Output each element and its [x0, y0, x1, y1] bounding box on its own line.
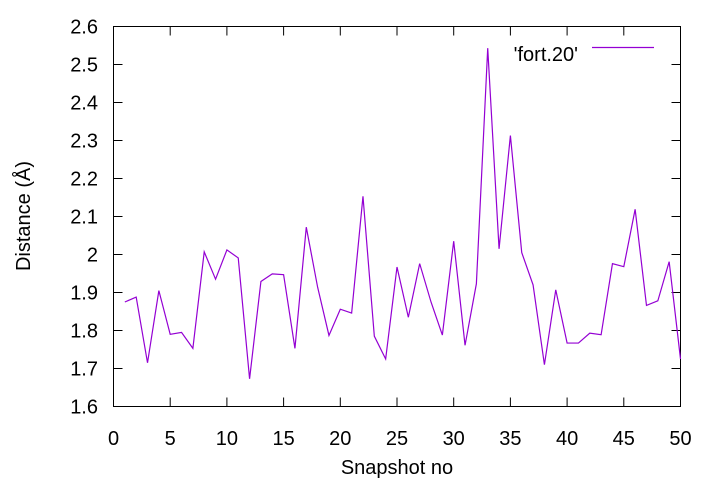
y-tick-label: 1.9 — [70, 283, 98, 305]
x-tick-label: 0 — [108, 428, 119, 450]
x-tick-label: 40 — [556, 428, 578, 450]
y-tick-label: 2 — [87, 245, 98, 267]
legend: 'fort.20' — [514, 44, 654, 66]
axis-ticks — [113, 26, 681, 407]
y-tick-label: 2.4 — [70, 93, 98, 115]
y-tick-label: 2.1 — [70, 207, 98, 229]
x-tick-label: 10 — [216, 428, 238, 450]
y-tick-label: 1.7 — [70, 359, 98, 381]
y-axis-label: Distance (Å) — [12, 161, 35, 271]
legend-label: 'fort.20' — [514, 44, 578, 66]
plot-frame — [113, 26, 681, 407]
x-tick-label: 25 — [386, 428, 408, 450]
x-tick-label: 35 — [499, 428, 521, 450]
x-tick-label: 30 — [443, 428, 465, 450]
x-tick-labels: 0 5 10 15 20 25 30 35 40 45 50 — [108, 428, 692, 450]
y-tick-label: 2.5 — [70, 55, 98, 77]
x-tick-label: 20 — [329, 428, 351, 450]
series-line-0 — [124, 48, 682, 379]
x-tick-label: 15 — [272, 428, 294, 450]
y-tick-label: 2.3 — [70, 131, 98, 153]
y-tick-label: 1.8 — [70, 321, 98, 343]
x-axis-label: Snapshot no — [341, 457, 453, 479]
y-tick-label: 2.2 — [70, 169, 98, 191]
x-tick-label: 45 — [613, 428, 635, 450]
x-tick-label: 50 — [669, 428, 691, 450]
y-tick-label: 2.6 — [70, 17, 98, 39]
y-tick-label: 1.6 — [70, 397, 98, 419]
x-tick-label: 5 — [165, 428, 176, 450]
y-tick-labels: 1.6 1.7 1.8 1.9 2 2.1 2.2 2.3 2.4 2.5 2.6 — [70, 17, 98, 419]
series-layer — [124, 48, 682, 379]
